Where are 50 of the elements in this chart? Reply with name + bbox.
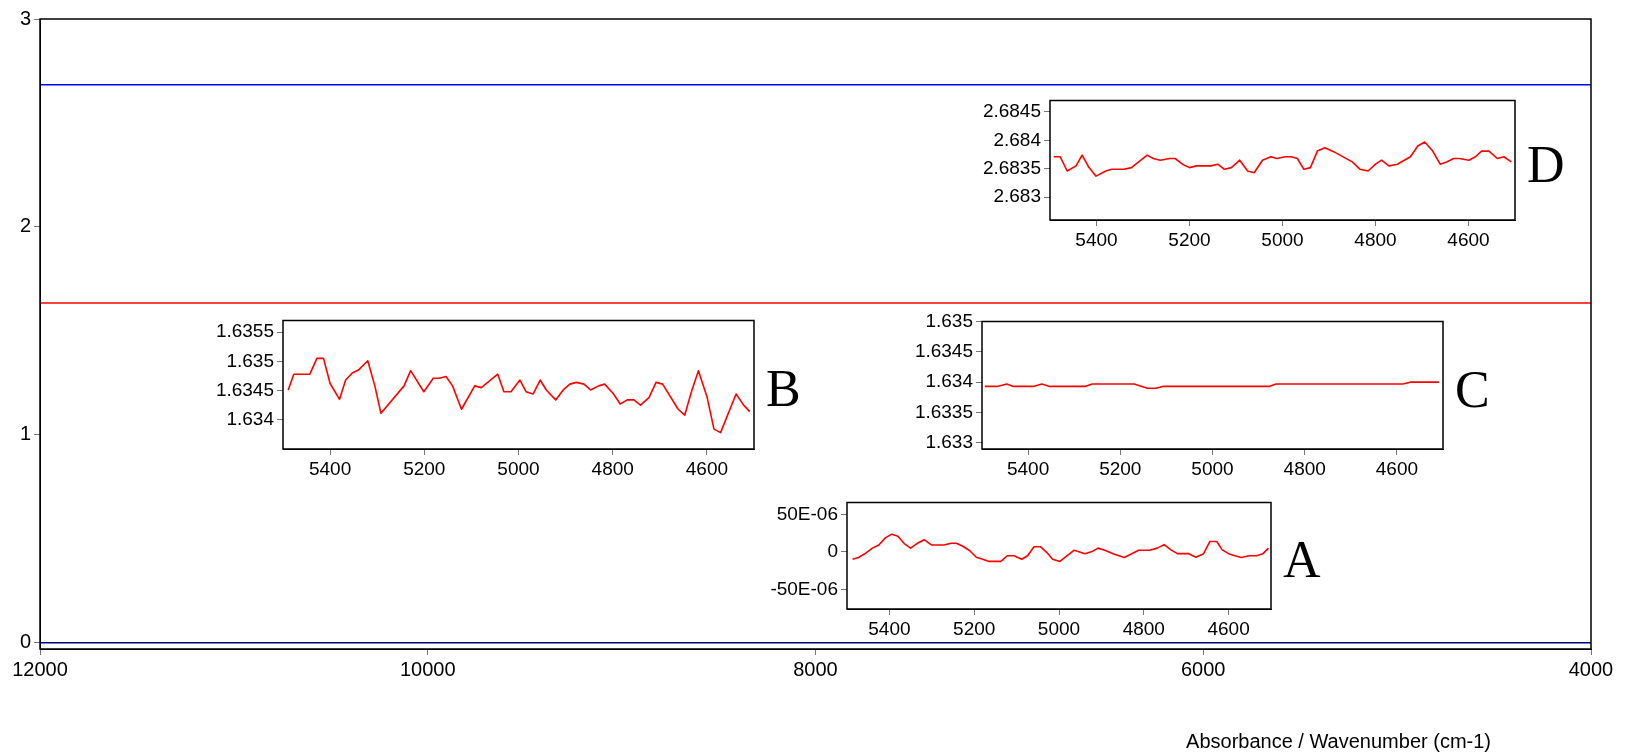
y-tick-label: 1.6345 [914, 340, 973, 362]
y-tick-label: 1 [19, 422, 31, 445]
annotation: C [1455, 360, 1490, 418]
y-tick-label: 1.6355 [215, 320, 274, 342]
y-tick-label: 1.635 [925, 309, 973, 331]
x-tick-label: 6000 [1181, 657, 1226, 680]
x-tick-label: 4800 [591, 457, 634, 479]
x-tick-label: 5400 [868, 617, 911, 639]
x-tick-label: 4800 [1283, 457, 1326, 479]
y-tick-label: 2.683 [993, 185, 1041, 207]
y-tick-label: 1.633 [925, 431, 973, 453]
y-tick-label: 0 [827, 540, 838, 562]
x-tick-label: 8000 [793, 657, 838, 680]
x-tick-label: 5200 [403, 457, 446, 479]
y-tick-label: 2 [19, 214, 31, 237]
x-tick-label: 10000 [399, 657, 456, 680]
x-tick-label: 5000 [1261, 228, 1304, 250]
y-tick-label: 2.6845 [982, 100, 1041, 122]
x-tick-label: 4600 [1375, 457, 1419, 479]
x-tick-label: 5000 [1191, 457, 1234, 479]
y-tick-label: 0 [19, 630, 31, 653]
y-tick-label: 1.634 [226, 408, 275, 430]
x-tick-label: 5400 [1075, 228, 1118, 250]
x-tick-label: 5000 [1037, 617, 1081, 639]
y-tick-label: 3 [19, 6, 31, 29]
x-axis-title: Absorbance / Wavenumber (cm-1) [1186, 729, 1491, 752]
x-tick-label: 4800 [1122, 617, 1165, 639]
x-tick-label: 5400 [308, 457, 352, 479]
y-tick-label: 1.6345 [215, 378, 274, 400]
y-tick-label: 2.684 [993, 128, 1042, 150]
y-tick-label: -50E-06 [770, 577, 838, 599]
x-tick-label: 5000 [497, 457, 540, 479]
y-tick-label: 1.634 [925, 370, 974, 392]
x-tick-label: 5200 [953, 617, 996, 639]
y-tick-label: 1.6335 [914, 400, 973, 422]
annotation: B [766, 360, 801, 418]
x-tick-label: 4600 [685, 457, 729, 479]
x-tick-label: 4600 [1447, 228, 1490, 250]
x-tick-label: 4800 [1354, 228, 1397, 250]
y-tick-label: 1.635 [226, 349, 274, 371]
x-tick-label: 4600 [1207, 617, 1250, 639]
x-tick-label: 5200 [1168, 228, 1211, 250]
y-tick-label: 2.6835 [982, 156, 1041, 178]
x-tick-label: 5200 [1099, 457, 1142, 479]
y-tick-label: 50E-06 [776, 502, 838, 524]
x-tick-label: 5400 [1006, 457, 1050, 479]
annotation: A [1283, 531, 1321, 589]
annotation: D [1527, 135, 1565, 193]
x-tick-label: 4000 [1568, 657, 1614, 680]
x-tick-label: 12000 [12, 657, 68, 680]
